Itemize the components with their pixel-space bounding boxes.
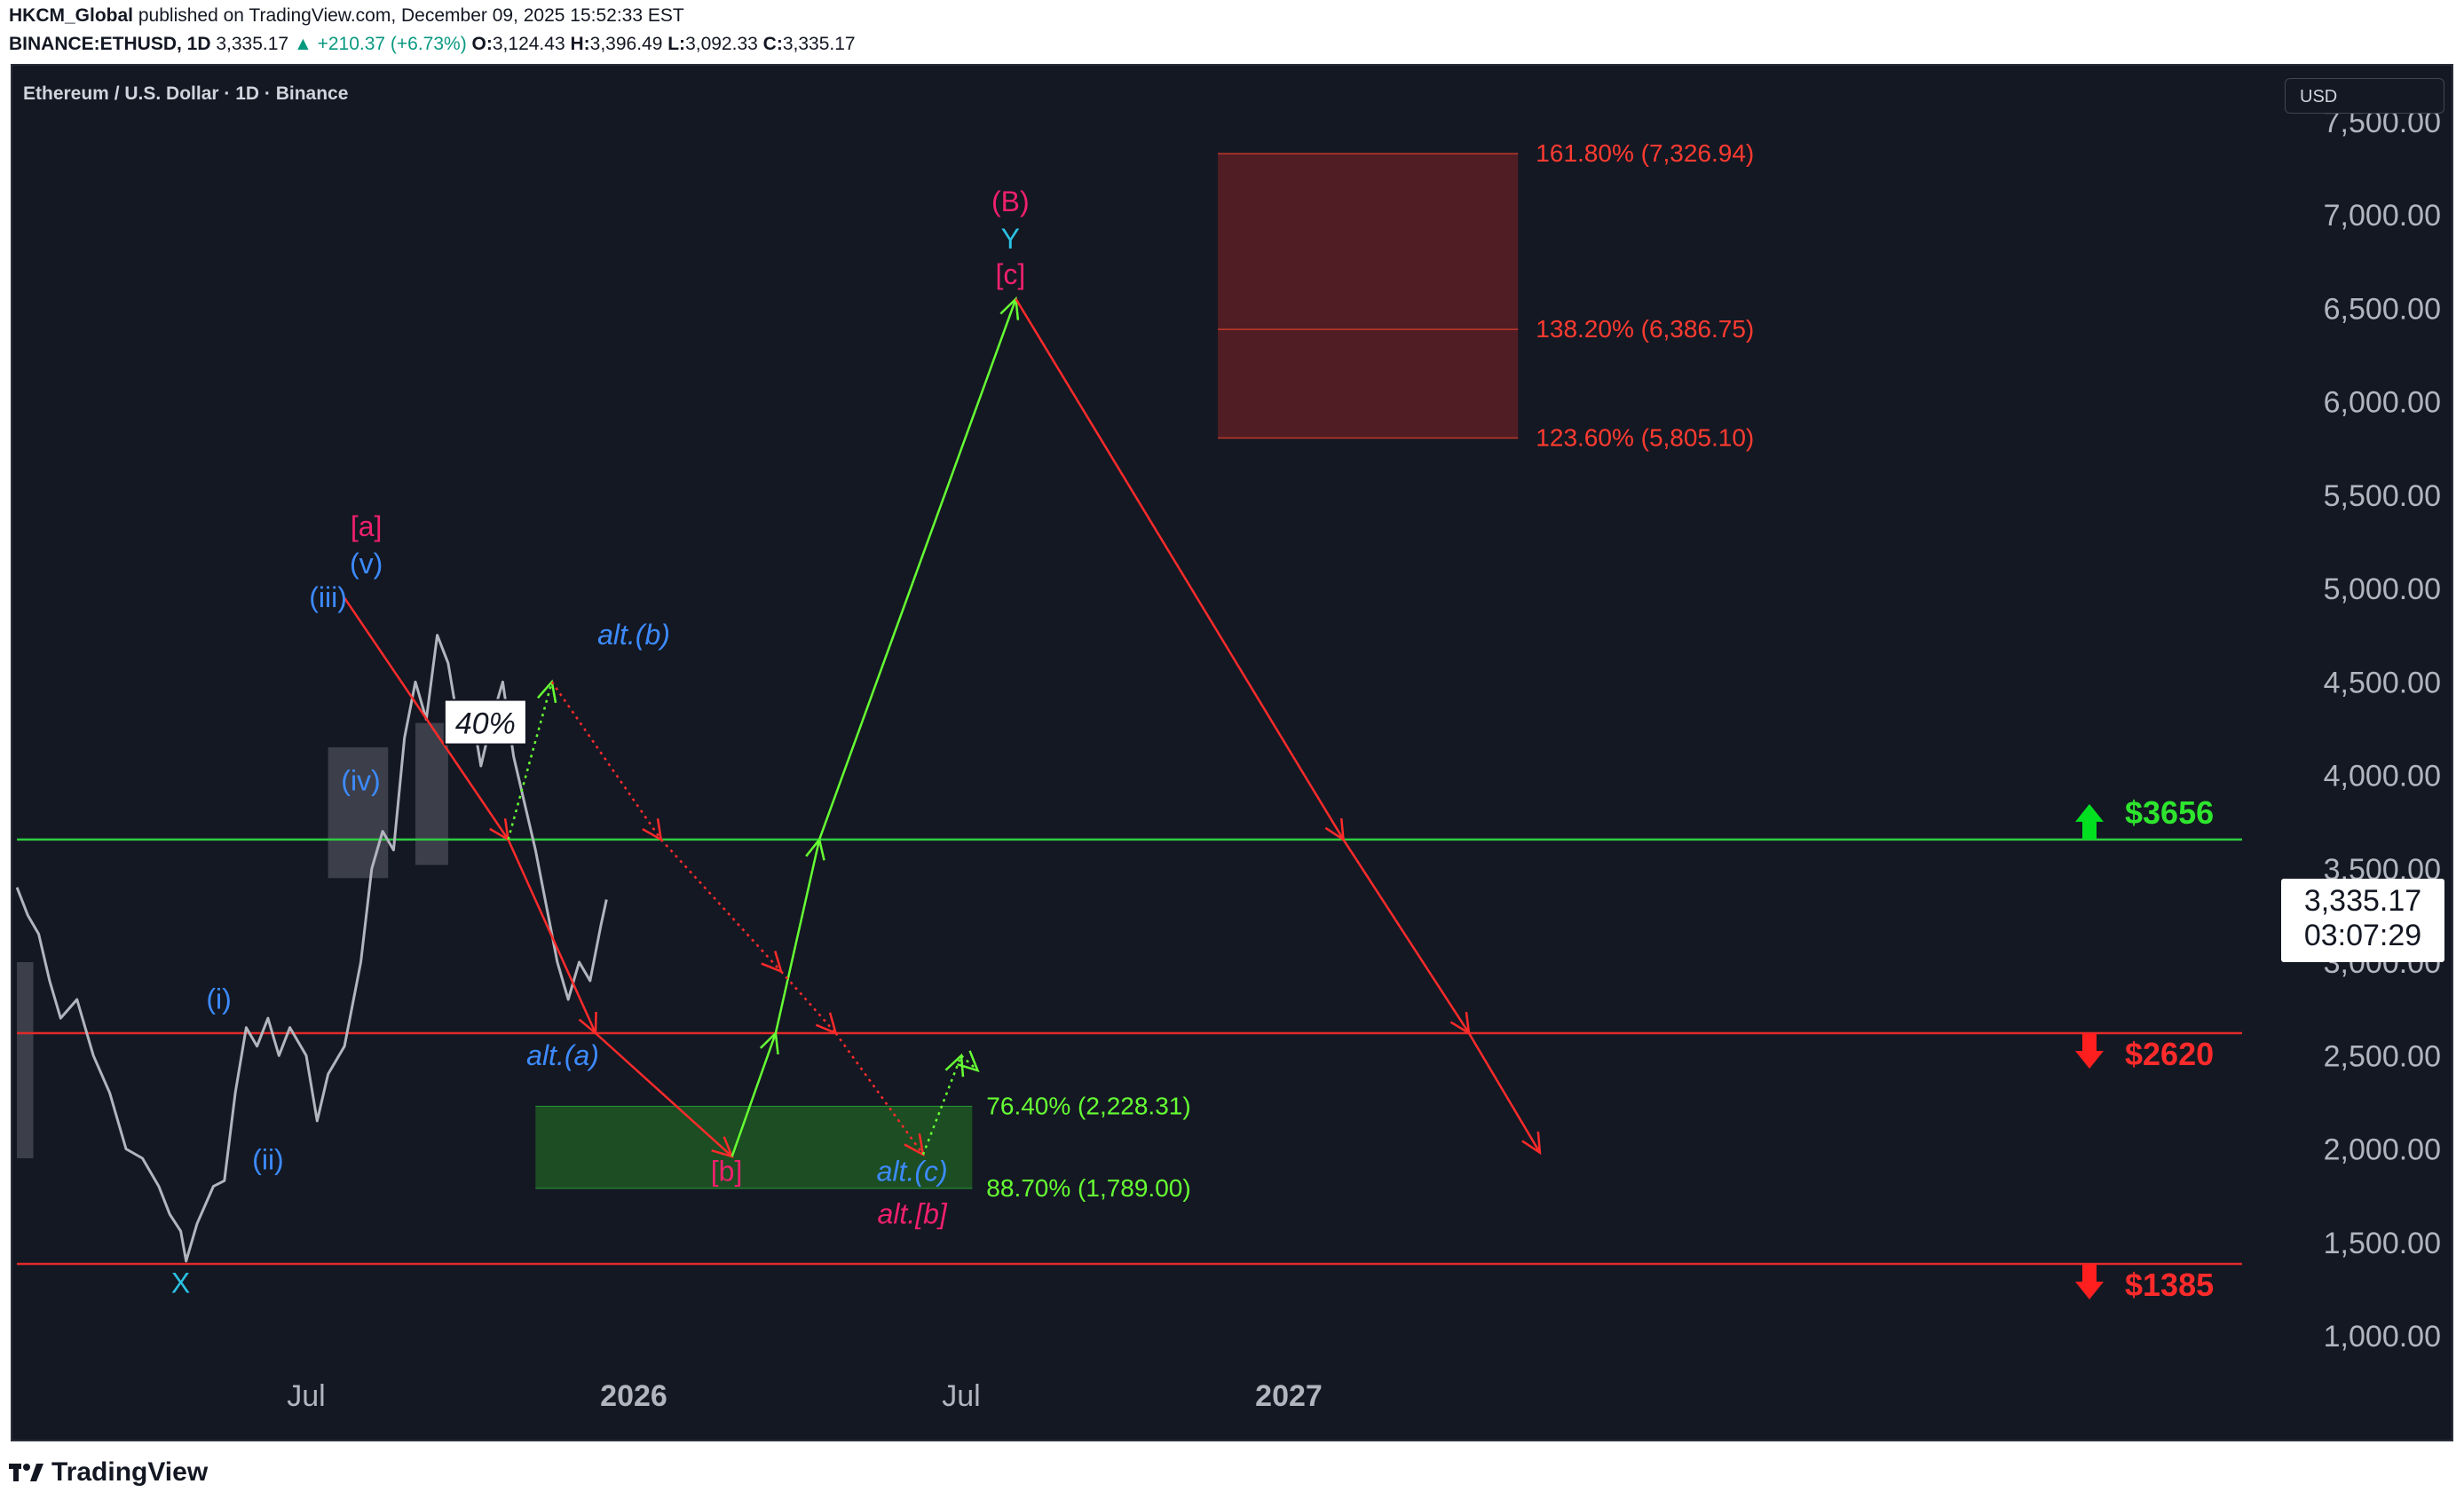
wave-label: (ii) bbox=[252, 1144, 284, 1176]
bear-path-2-arrowhead bbox=[1521, 1131, 1542, 1156]
x-tick-label: Jul bbox=[287, 1379, 325, 1413]
target-zone bbox=[1218, 154, 1519, 438]
last-price: 3,335.17 bbox=[216, 34, 289, 54]
tradingview-logo[interactable]: TradingView bbox=[9, 1457, 208, 1488]
footer: TradingView bbox=[0, 1441, 2464, 1500]
wave-label: (i) bbox=[206, 983, 231, 1015]
alt-bear-dotted-segment bbox=[550, 681, 662, 841]
y-tick-label: 4,000.00 bbox=[2324, 760, 2441, 793]
wave-label: (B) bbox=[991, 186, 1030, 217]
level-down-arrow-icon bbox=[2075, 1263, 2104, 1299]
level-up-arrow-icon bbox=[2075, 803, 2104, 840]
currency-selector[interactable]: USD bbox=[2285, 78, 2444, 114]
y-tick-label: 2,000.00 bbox=[2324, 1133, 2441, 1167]
wave-label: [b] bbox=[711, 1155, 743, 1187]
tradingview-brand: TradingView bbox=[51, 1457, 209, 1487]
bull-path-segment bbox=[817, 298, 1017, 841]
wave-box bbox=[17, 962, 34, 1159]
high-label: H: bbox=[570, 34, 590, 54]
x-tick-label: 2027 bbox=[1255, 1379, 1323, 1413]
y-tick-label: 1,500.00 bbox=[2324, 1227, 2441, 1260]
wave-label: alt.(c) bbox=[877, 1155, 948, 1187]
target-fib-label: 123.60% (5,805.10) bbox=[1536, 424, 1754, 452]
wave-box bbox=[328, 746, 389, 879]
y-tick-label: 5,000.00 bbox=[2324, 572, 2441, 606]
publish-line: HKCM_Global published on TradingView.com… bbox=[9, 5, 684, 27]
y-tick-label: 2,500.00 bbox=[2324, 1039, 2441, 1073]
chart-canvas[interactable]: 161.80% (7,326.94) 138.20% (6,386.75) 123.… bbox=[12, 66, 2452, 1440]
low-label: L: bbox=[667, 34, 686, 54]
bear-path-1-segment bbox=[595, 1032, 733, 1157]
x-tick-label: Jul bbox=[942, 1379, 980, 1413]
last-price-label: 3,335.17 03:07:29 bbox=[2281, 879, 2444, 962]
wave-label: (v) bbox=[350, 548, 383, 580]
open-label: O: bbox=[471, 34, 493, 54]
y-tick-label: 1,000.00 bbox=[2324, 1320, 2441, 1354]
y-tick-label: 6,500.00 bbox=[2324, 292, 2441, 326]
support-fib-label: 76.40% (2,228.31) bbox=[986, 1092, 1190, 1119]
wave-label: Y bbox=[1001, 223, 1020, 255]
alt-bull-dotted-arrowhead bbox=[536, 679, 557, 704]
low-value: 3,092.33 bbox=[685, 34, 758, 54]
bear-path-2-segment bbox=[1467, 1032, 1541, 1154]
level-label: $2620 bbox=[2125, 1036, 2214, 1072]
wave-label: alt.(a) bbox=[526, 1039, 599, 1071]
target-fib-label: 161.80% (7,326.94) bbox=[1536, 139, 1754, 167]
last-price-value: 3,335.17 bbox=[2303, 884, 2422, 918]
ticker: BINANCE:ETHUSD, 1D bbox=[9, 34, 211, 54]
wave-label: [c] bbox=[995, 258, 1025, 290]
publisher-name[interactable]: HKCM_Global bbox=[9, 5, 134, 26]
wave-label: [a] bbox=[351, 510, 383, 542]
wave-label: (iv) bbox=[341, 764, 380, 796]
level-label: $1385 bbox=[2125, 1267, 2214, 1303]
bull-path-segment bbox=[731, 1032, 778, 1157]
level-label: $3656 bbox=[2125, 794, 2214, 831]
y-tick-label: 6,000.00 bbox=[2324, 386, 2441, 420]
probability-label: 40% bbox=[455, 707, 516, 741]
level-down-arrow-icon bbox=[2075, 1032, 2104, 1069]
currency-label: USD bbox=[2300, 87, 2338, 107]
symbol-title: Ethereum / U.S. Dollar · 1D · Binance bbox=[23, 83, 349, 104]
price-change: ▲ +210.37 (+6.73%) bbox=[293, 34, 467, 54]
tradingview-logo-icon bbox=[9, 1464, 43, 1481]
bar-countdown: 03:07:29 bbox=[2303, 919, 2422, 952]
target-fib-label: 138.20% (6,386.75) bbox=[1536, 315, 1754, 343]
support-fib-label: 88.70% (1,789.00) bbox=[986, 1174, 1190, 1202]
bear-path-1-segment bbox=[344, 596, 509, 841]
alt-bull-dotted-2-arrowhead bbox=[957, 1050, 980, 1073]
bear-path-2-segment bbox=[1015, 298, 1345, 841]
alt-bear-dotted-arrowhead bbox=[642, 818, 663, 842]
wave-box bbox=[415, 722, 448, 865]
wave-label: X bbox=[171, 1267, 190, 1299]
alt-bear-dotted-segment bbox=[659, 839, 782, 973]
y-tick-label: 5,500.00 bbox=[2324, 479, 2441, 513]
high-value: 3,396.49 bbox=[589, 34, 663, 54]
published-text: published on TradingView.com, December 0… bbox=[138, 5, 684, 26]
alt-bear-dotted-segment bbox=[780, 970, 837, 1034]
ohlc-line: BINANCE:ETHUSD, 1D 3,335.17 ▲ +210.37 (+… bbox=[9, 34, 856, 55]
y-tick-label: 7,000.00 bbox=[2324, 199, 2441, 233]
price-series bbox=[15, 634, 608, 1263]
close-label: C: bbox=[762, 34, 783, 54]
x-tick-label: 2026 bbox=[600, 1379, 667, 1413]
wave-label: alt.(b) bbox=[597, 619, 670, 651]
bear-path-2-segment bbox=[1342, 839, 1470, 1034]
close-value: 3,335.17 bbox=[782, 34, 856, 54]
bull-path-segment bbox=[774, 839, 821, 1034]
bear-path-1-segment bbox=[507, 839, 597, 1034]
y-tick-label: 4,500.00 bbox=[2324, 666, 2441, 699]
wave-label: (iii) bbox=[309, 581, 347, 613]
wave-label: alt.[b] bbox=[878, 1198, 948, 1230]
chart-header: HKCM_Global published on TradingView.com… bbox=[0, 0, 2464, 64]
open-value: 3,124.43 bbox=[492, 34, 565, 54]
probability-box bbox=[443, 699, 527, 746]
alt-bull-dotted-segment bbox=[507, 681, 553, 841]
